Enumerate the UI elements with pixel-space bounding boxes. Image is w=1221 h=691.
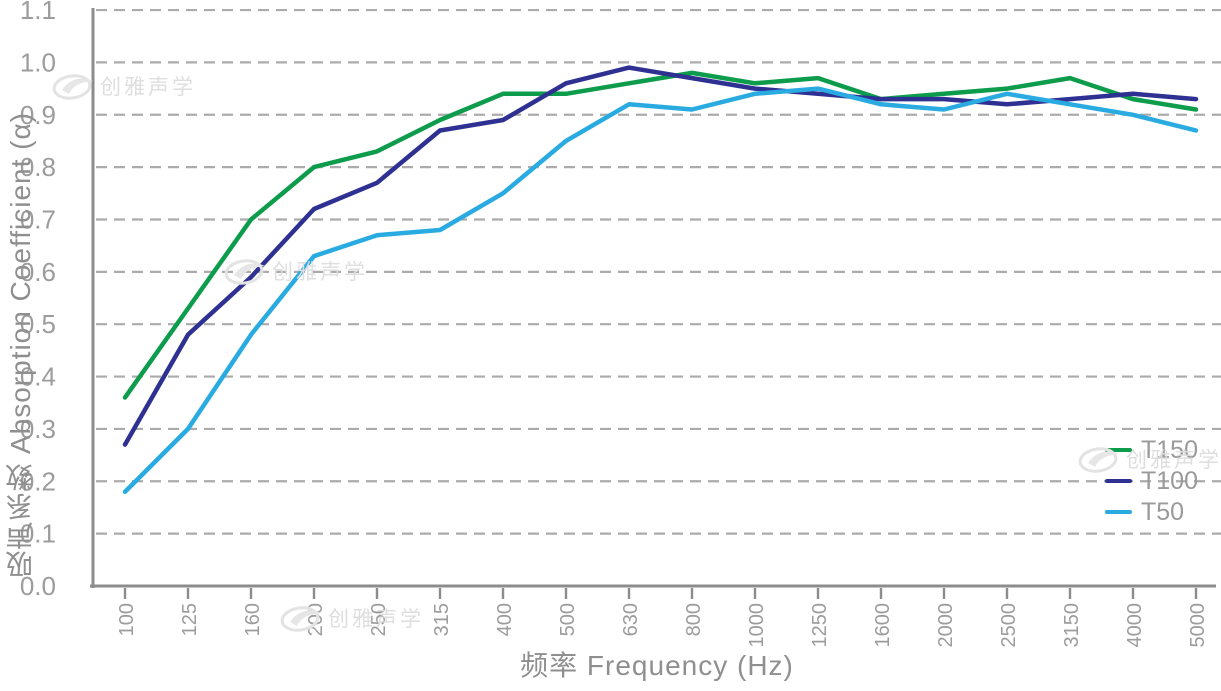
x-tick-label: 1000 — [746, 603, 768, 648]
legend-swatch-t50 — [1105, 510, 1132, 514]
y-tick-label: 0.4 — [20, 362, 56, 392]
x-tick-label: 3150 — [1061, 603, 1083, 648]
x-tick-label: 2000 — [935, 603, 957, 648]
x-axis-title: 频率 Frequency (Hz) — [520, 650, 794, 681]
legend-label-t100: T100 — [1141, 467, 1198, 495]
y-tick-label: 0.7 — [20, 204, 56, 234]
x-tick-label: 2500 — [998, 603, 1020, 648]
x-tick-label: 630 — [620, 603, 642, 636]
legend-item-t100: T100 — [1105, 467, 1198, 495]
x-tick-label: 1600 — [872, 603, 894, 648]
series-line-t50 — [122, 86, 1199, 495]
y-tick-label: 0.6 — [20, 257, 56, 287]
x-tick-label: 100 — [116, 603, 138, 636]
legend-swatch-t150 — [1105, 448, 1132, 452]
y-tick-label: 0.0 — [20, 571, 56, 601]
legend-item-t150: T150 — [1105, 436, 1198, 464]
legend: T150 T100 T50 — [1105, 436, 1198, 526]
x-tick-label: 800 — [683, 603, 705, 636]
x-tick-label: 1250 — [809, 603, 831, 648]
x-tick-label: 125 — [179, 603, 201, 636]
x-tick-label: 5000 — [1187, 603, 1209, 648]
y-tick-label: 0.3 — [20, 414, 56, 444]
y-tick-label: 0.8 — [20, 152, 56, 182]
y-tick-label: 0.1 — [20, 519, 56, 549]
legend-item-t50: T50 — [1105, 498, 1198, 526]
y-tick-label: 1.1 — [20, 0, 56, 25]
x-tick-label: 160 — [242, 603, 264, 636]
y-tick-label: 0.2 — [20, 466, 56, 496]
y-tick-label: 1.0 — [20, 47, 56, 77]
x-tick-label: 4000 — [1124, 603, 1146, 648]
y-tick-label: 0.5 — [20, 309, 56, 339]
x-tick-label: 400 — [494, 603, 516, 636]
series-line-t100 — [122, 65, 1199, 447]
x-tick-label: 200 — [305, 603, 327, 636]
x-tick-label: 315 — [431, 603, 453, 636]
legend-label-t50: T50 — [1141, 498, 1185, 526]
legend-swatch-t100 — [1105, 479, 1132, 483]
y-tick-label: 0.9 — [20, 100, 56, 130]
series-line-t150 — [122, 70, 1199, 400]
x-tick-label: 500 — [557, 603, 579, 636]
x-tick-label: 250 — [368, 603, 390, 636]
legend-label-t150: T150 — [1141, 436, 1198, 464]
y-axis-title: 吸声系数 Absorption Coefficient (α) — [5, 112, 36, 579]
